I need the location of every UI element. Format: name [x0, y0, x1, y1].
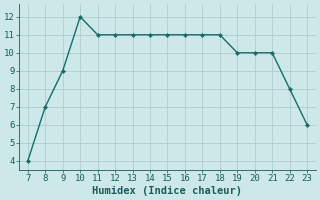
X-axis label: Humidex (Indice chaleur): Humidex (Indice chaleur) [92, 186, 243, 196]
